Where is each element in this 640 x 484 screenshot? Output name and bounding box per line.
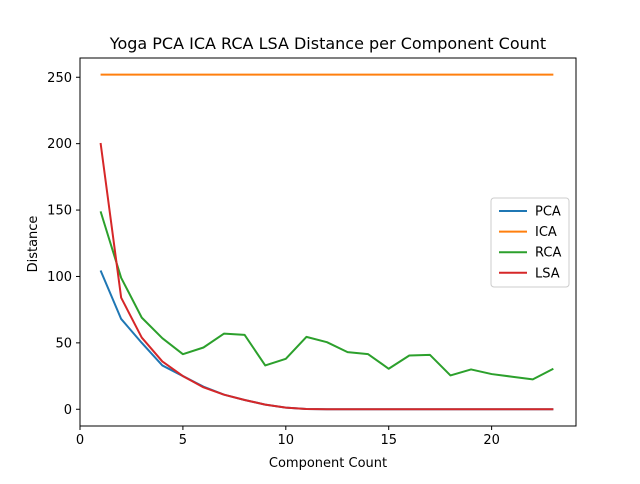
axes-frame [79, 57, 577, 427]
chart-title: Yoga PCA ICA RCA LSA Distance per Compon… [109, 34, 546, 53]
x-tick-label: 10 [278, 433, 295, 448]
y-tick-label: 250 [47, 71, 72, 86]
legend: PCA ICA RCA LSA [490, 197, 570, 288]
y-tick-label: 50 [55, 336, 72, 351]
x-tick-label: 20 [483, 433, 500, 448]
legend-label-pca: PCA [535, 205, 561, 220]
legend-label-rca: RCA [535, 246, 561, 261]
legend-box [490, 197, 570, 288]
legend-label-lsa: LSA [535, 266, 560, 281]
x-tick-label: 15 [380, 433, 397, 448]
x-tick-label: 5 [179, 433, 187, 448]
series-line-lsa [99, 142, 554, 411]
y-tick-label: 100 [47, 270, 72, 285]
y-tick-label: 200 [47, 137, 72, 152]
x-tick-label: 0 [76, 433, 84, 448]
series-line-rca [99, 211, 554, 381]
y-tick-label: 150 [47, 204, 72, 219]
x-axis-label: Component Count [269, 456, 387, 471]
legend-label-ica: ICA [535, 225, 557, 240]
y-axis-label: Distance [26, 216, 41, 273]
y-tick-label: 0 [64, 403, 72, 418]
